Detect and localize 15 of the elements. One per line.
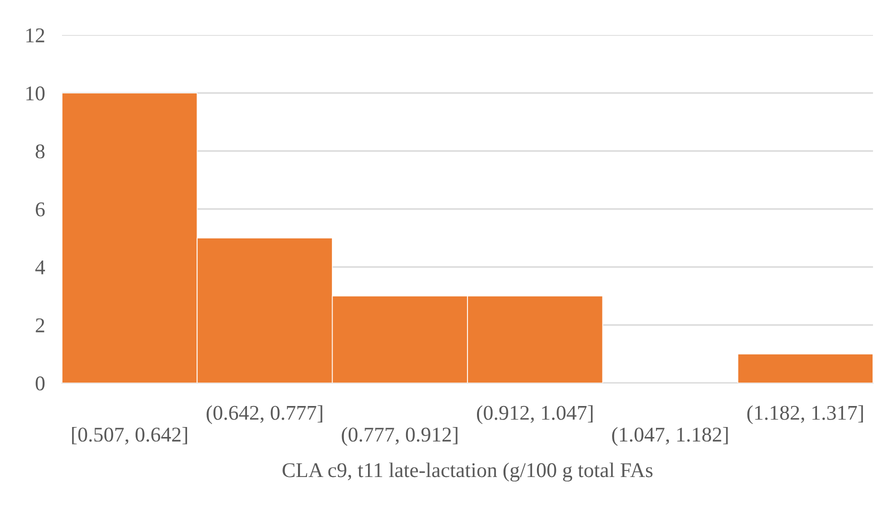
- y-tick-label: 8: [36, 144, 45, 158]
- y-tick-label: 10: [26, 86, 45, 100]
- x-axis-title: CLA c9, t11 late-lactation (g/100 g total FAs: [282, 462, 652, 482]
- x-tick-label: (1.047, 1.182]: [612, 427, 728, 446]
- y-tick-label: 12: [26, 28, 44, 42]
- y-tick-label: 4: [35, 260, 46, 274]
- y-tick-label: 6: [36, 202, 45, 216]
- x-tick-label: (1.182, 1.317]: [747, 405, 863, 424]
- x-tick-label: [0.507, 0.642]: [72, 427, 188, 445]
- y-tick-label: 0: [36, 376, 45, 390]
- x-tick-label: (0.912, 1.047]: [476, 405, 593, 424]
- x-tick-label: (0.777, 0.912]: [342, 427, 458, 446]
- y-tick-label: 2: [36, 318, 44, 332]
- bar: [737, 354, 873, 383]
- x-tick-label: (0.642, 0.777]: [206, 405, 322, 424]
